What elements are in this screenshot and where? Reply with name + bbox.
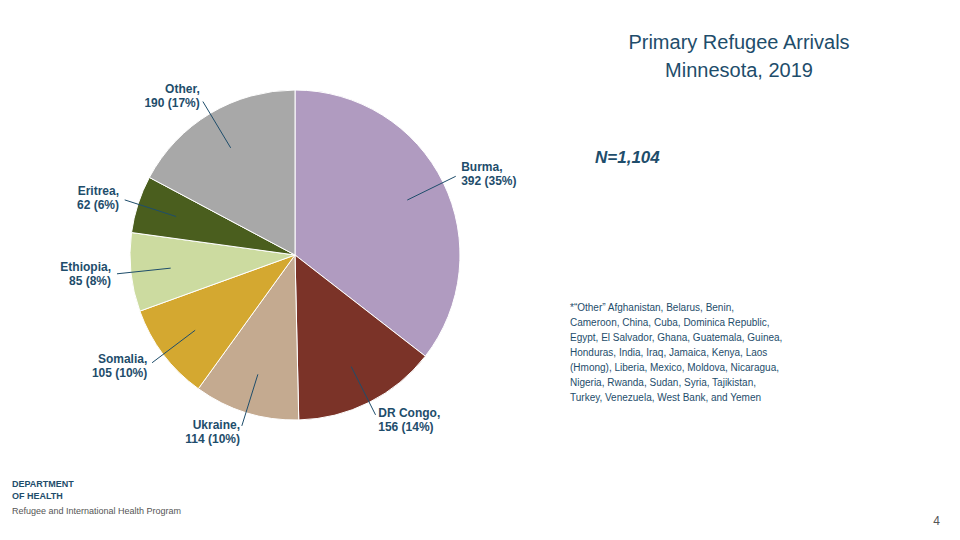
- svg-text:DR Congo,156 (14%): DR Congo,156 (14%): [378, 406, 440, 434]
- svg-text:Ukraine,114 (10%): Ukraine,114 (10%): [185, 418, 240, 446]
- svg-text:Ethiopia,85 (8%): Ethiopia,85 (8%): [60, 260, 111, 288]
- html-text:N=1,104: N=1,104: [595, 148, 660, 167]
- svg-text:Somalia,105 (10%): Somalia,105 (10%): [92, 352, 147, 380]
- html-text:Refugee and International Heal: Refugee and International Health Program: [12, 506, 182, 516]
- svg-text:Other,190 (17%): Other,190 (17%): [144, 82, 199, 110]
- svg-text:Burma,392 (35%): Burma,392 (35%): [461, 160, 516, 188]
- svg-text:Eritrea,62 (6%): Eritrea,62 (6%): [77, 184, 119, 212]
- html-text:Primary Refugee Arrivals Minne: Primary Refugee Arrivals Minnesota, 2019: [628, 31, 850, 81]
- html-text:4: 4: [933, 514, 940, 528]
- html-text:*“Other” Afghanistan, Belarus,: *“Other” Afghanistan, Belarus, Benin, Ca…: [570, 302, 783, 403]
- html-text:DEPARTMENT OF HEALTH: DEPARTMENT OF HEALTH: [12, 479, 74, 501]
